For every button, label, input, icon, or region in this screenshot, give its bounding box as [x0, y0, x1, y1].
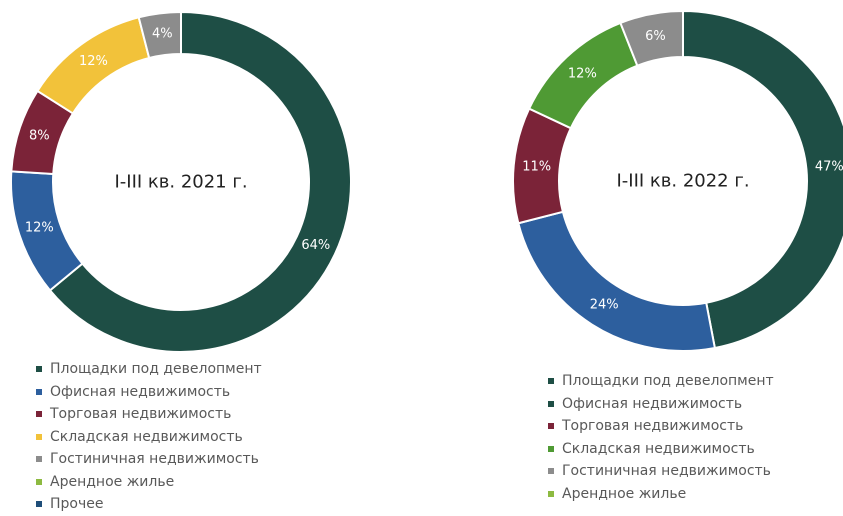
donut-chart-2022: 47% 24% 11% 12% 6% I-III кв. 2022 г. Площадки…: [500, 0, 843, 506]
data-label-гостиничная: 6%: [645, 29, 666, 44]
legend-swatch: [548, 490, 554, 497]
data-label-торговая: 8%: [29, 128, 50, 143]
legend-label: Площадки под девелопмент: [50, 361, 262, 378]
legend-item: Арендное жилье: [548, 483, 774, 506]
legend-item: Арендное жилье: [36, 471, 262, 494]
legend-item: Офисная недвижимость: [548, 393, 774, 416]
legend-swatch: [36, 501, 42, 508]
legend-item: Гостиничная недвижимость: [36, 448, 262, 471]
legend-2021: Площадки под девелопмент Офисная недвижим…: [36, 358, 262, 516]
legend-item: Складская недвижимость: [36, 426, 262, 449]
legend-swatch: [548, 378, 554, 385]
slice-площадки: [682, 9, 843, 350]
legend-label: Гостиничная недвижимость: [562, 463, 771, 480]
legend-item: Торговая недвижимость: [548, 415, 774, 438]
legend-label: Офисная недвижимость: [50, 383, 231, 400]
legend-swatch: [548, 423, 554, 430]
donut-chart-2021: 64% 12% 8% 12% 4% I-III кв. 2021 г. Площадки …: [0, 0, 420, 512]
slice-офисная: [517, 210, 717, 352]
legend-label: Торговая недвижимость: [50, 406, 232, 423]
legend-item: Торговая недвижимость: [36, 403, 262, 426]
data-label-торговая: 11%: [522, 160, 551, 175]
donut-plot-2021: 64% 12% 8% 12% 4% I-III кв. 2021 г.: [10, 10, 352, 353]
legend-label: Гостиничная недвижимость: [50, 451, 259, 468]
donut-plot-2022: 47% 24% 11% 12% 6% I-III кв. 2022 г.: [512, 9, 843, 352]
center-label: I-III кв. 2021 г.: [114, 172, 247, 193]
data-label-площадки: 47%: [815, 160, 843, 175]
legend-label: Площадки под девелопмент: [562, 373, 774, 390]
data-label-складская: 12%: [568, 66, 597, 81]
legend-swatch: [36, 366, 42, 373]
legend-label: Складская недвижимость: [562, 440, 755, 457]
legend-swatch: [548, 445, 554, 452]
legend-item: Складская недвижимость: [548, 438, 774, 461]
center-label: I-III кв. 2022 г.: [616, 171, 749, 192]
legend-swatch: [36, 411, 42, 418]
legend-label: Торговая недвижимость: [562, 418, 744, 435]
legend-item: Прочее: [36, 493, 262, 516]
data-label-офисная: 12%: [25, 221, 54, 236]
legend-swatch: [548, 468, 554, 475]
legend-swatch: [36, 456, 42, 463]
legend-label: Арендное жилье: [50, 473, 175, 490]
legend-item: Офисная недвижимость: [36, 381, 262, 404]
legend-swatch: [36, 478, 42, 485]
legend-2022: Площадки под девелопмент Офисная недвижим…: [548, 370, 774, 505]
legend-label: Прочее: [50, 496, 104, 513]
legend-label: Арендное жилье: [562, 485, 687, 502]
data-label-площадки: 64%: [301, 238, 330, 253]
legend-label: Складская недвижимость: [50, 428, 243, 445]
slice-гостиничная: [619, 9, 684, 68]
data-label-гостиничная: 4%: [152, 27, 173, 42]
slice-площадки: [48, 10, 352, 353]
legend-swatch: [36, 433, 42, 440]
data-label-складская: 12%: [79, 54, 108, 69]
legend-label: Офисная недвижимость: [562, 395, 743, 412]
legend-swatch: [36, 388, 42, 395]
legend-swatch: [548, 400, 554, 407]
legend-item: Гостиничная недвижимость: [548, 460, 774, 483]
slice-гостиничная: [137, 10, 182, 60]
legend-item: Площадки под девелопмент: [548, 370, 774, 393]
data-label-офисная: 24%: [590, 298, 619, 313]
legend-item: Площадки под девелопмент: [36, 358, 262, 381]
